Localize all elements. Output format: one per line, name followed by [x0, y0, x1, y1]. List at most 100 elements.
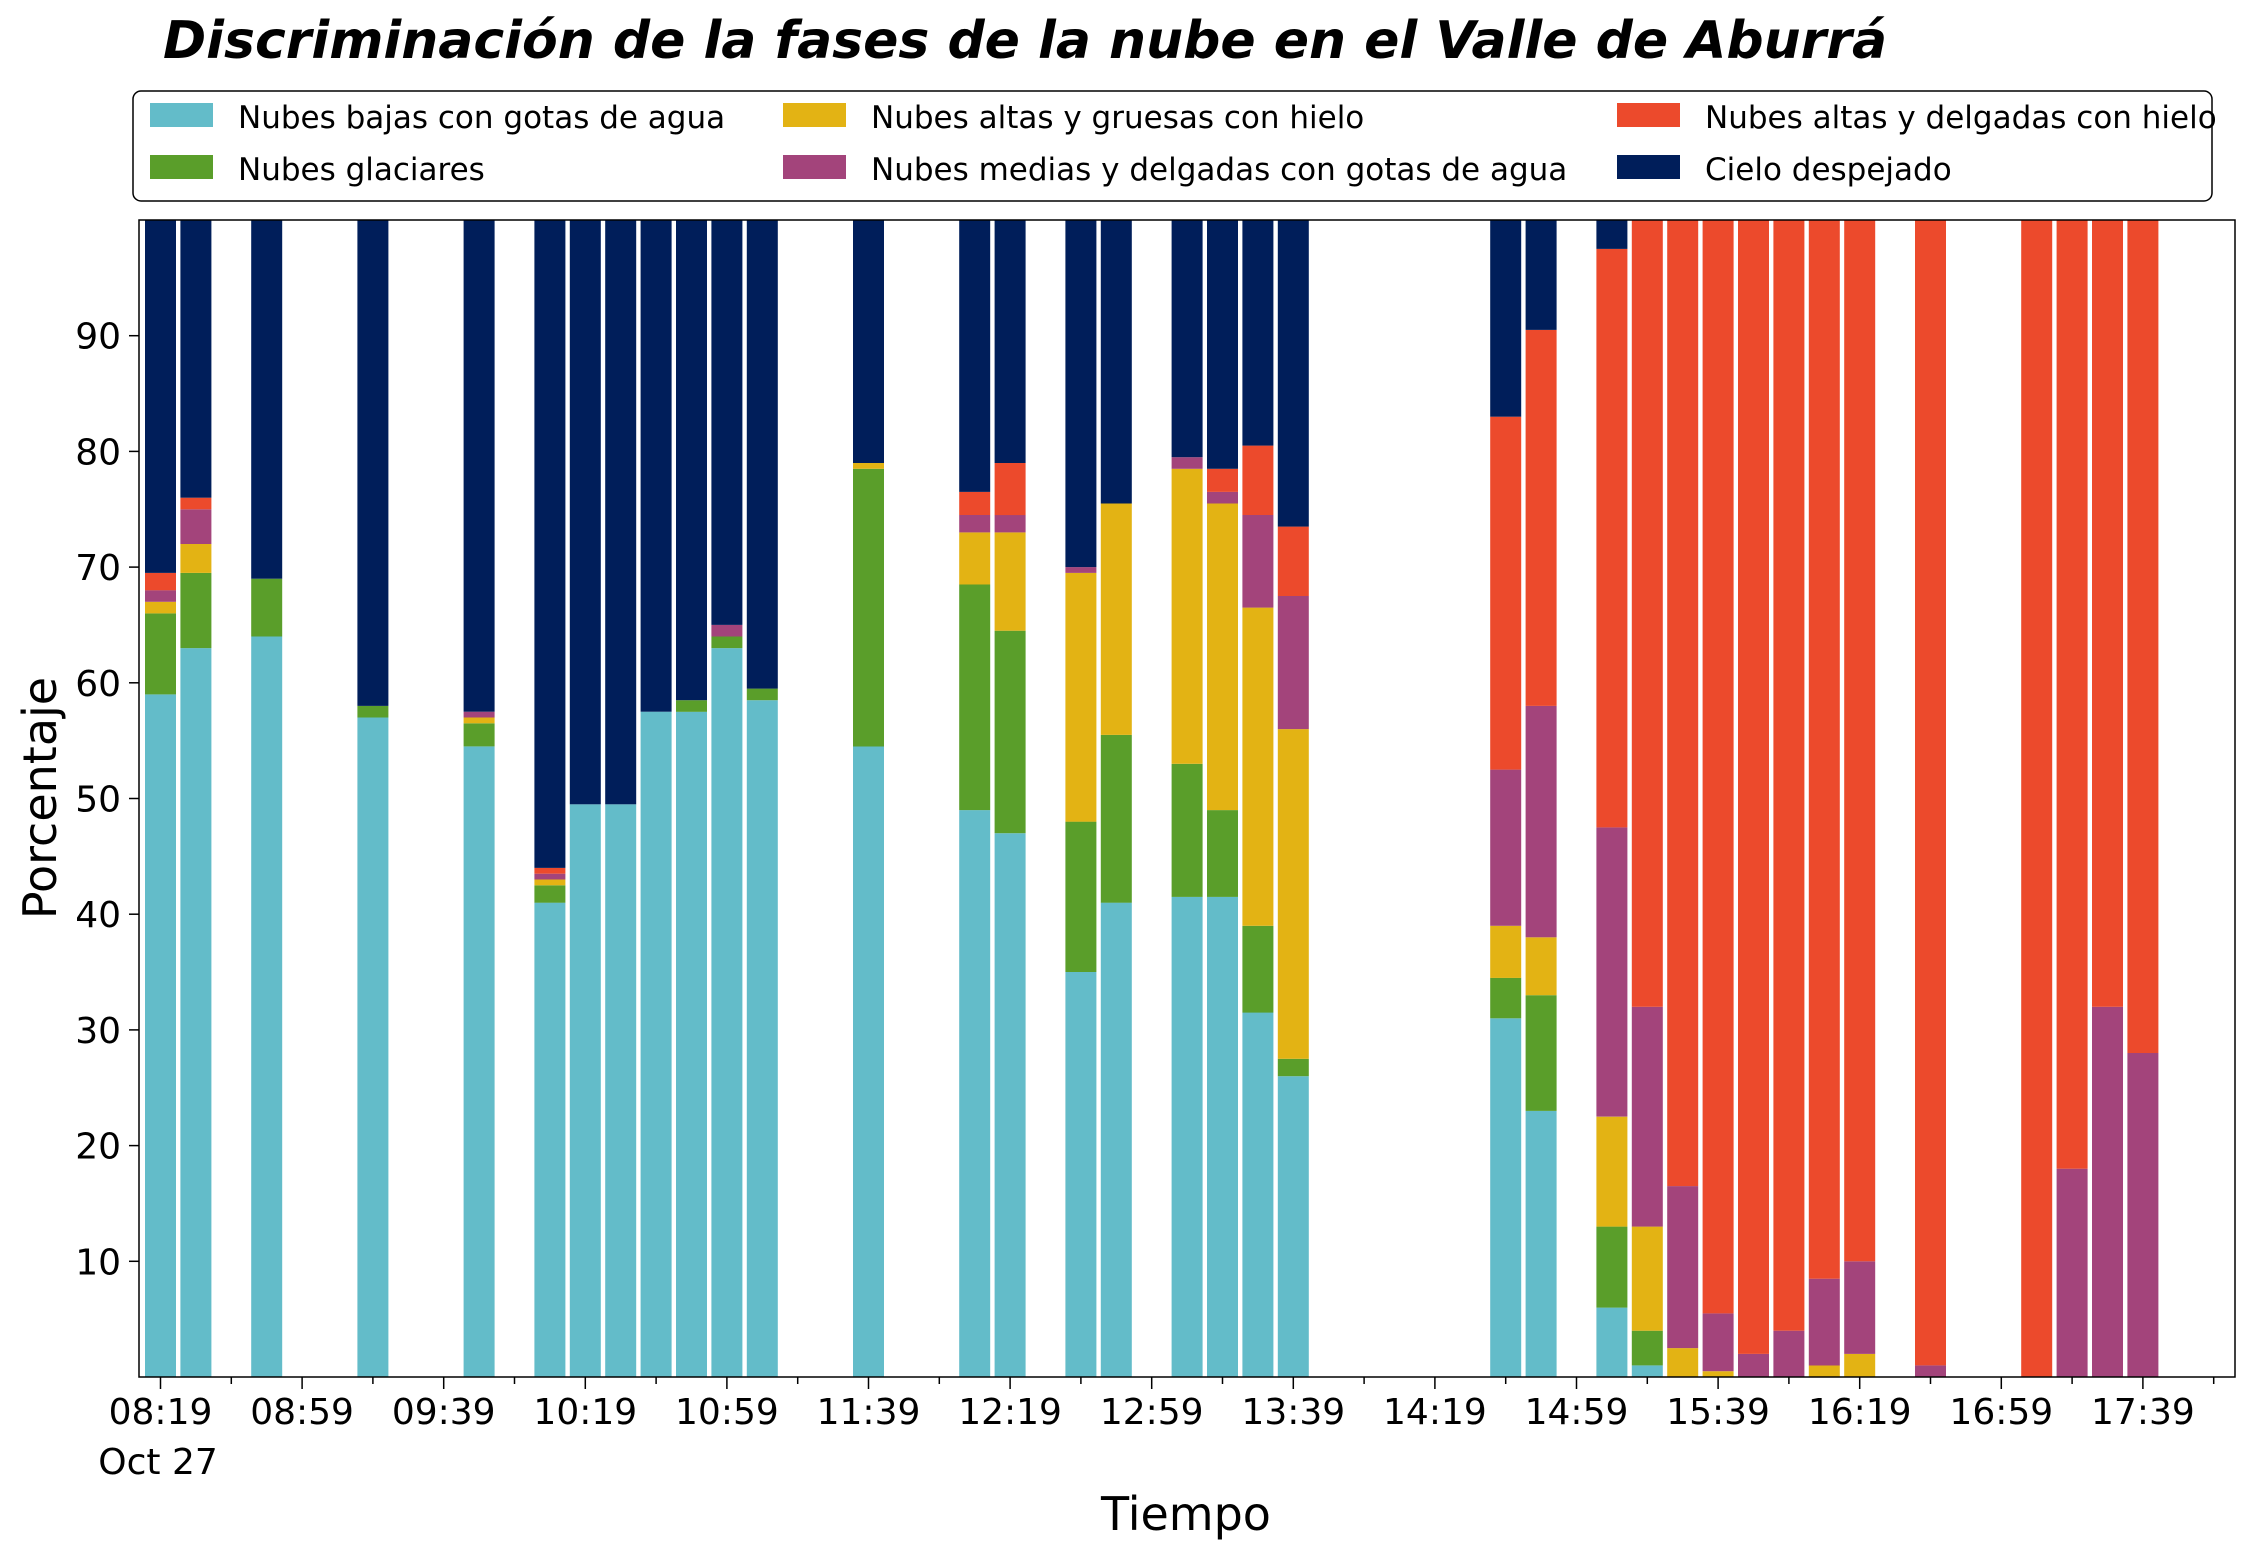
bar-segment-1539-series-3: [1702, 1313, 1734, 1372]
bar-segment-1439-series-4: [1490, 416, 1522, 770]
x-tick-label: 08:59: [250, 1392, 354, 1433]
bar-segment-1029-series-0: [605, 804, 637, 1377]
bar-segment-1619-series-3: [1844, 1261, 1876, 1354]
bar-segment-1109-series-1: [746, 688, 778, 701]
bar-segment-1059-series-1: [711, 636, 743, 649]
bar-segment-1539-series-4: [1702, 220, 1734, 1314]
bar-segment-0829-series-1: [180, 572, 212, 649]
bar-segment-0919-series-0: [357, 717, 389, 1377]
bar-segment-1519-series-0: [1631, 1365, 1663, 1377]
bar-segment-1539-series-2: [1702, 1371, 1734, 1377]
bar-segment-1049-series-0: [676, 711, 707, 1377]
bar-segment-0819-series-1: [145, 613, 176, 695]
bar-segment-1329-series-5: [1242, 220, 1274, 446]
bar-segment-0919-series-1: [357, 705, 389, 718]
legend-box: [132, 90, 2213, 202]
y-axis: 10 20 30 40 50 60 70 80 90: [75, 317, 139, 1283]
x-tick-label: 13:39: [1241, 1392, 1345, 1433]
bar-segment-1729-series-4: [2092, 220, 2123, 1007]
bar-segment-1319-series-4: [1207, 468, 1238, 492]
bar-segment-1009-series-5: [534, 220, 566, 868]
bar-segment-1719-series-4: [2056, 220, 2088, 1169]
legend-swatch: [1617, 155, 1680, 179]
legend-label: Nubes glaciares: [238, 152, 485, 188]
x-tick-label: 09:39: [392, 1392, 496, 1433]
bar-segment-1329-series-2: [1242, 607, 1274, 926]
bar-segment-1339-series-2: [1277, 729, 1309, 1059]
bar-segment-0819-series-3: [145, 590, 176, 602]
bar-segment-1509-series-5: [1596, 220, 1628, 249]
bar-segment-0949-series-0: [463, 746, 495, 1377]
bar-segment-1559-series-4: [1773, 220, 1805, 1331]
x-tick-label: 16:59: [1949, 1392, 2053, 1433]
bar-segment-0919-series-5: [357, 220, 389, 706]
bar-segment-1019-series-5: [569, 220, 601, 805]
bar-segment-1309-series-5: [1171, 220, 1203, 458]
bar-segment-1639-series-4: [1915, 220, 1946, 1366]
bar-segment-1519-series-2: [1631, 1226, 1663, 1331]
bar-segment-1709-series-4: [2021, 220, 2053, 1377]
bar-segment-1249-series-1: [1100, 734, 1132, 903]
legend-swatch: [1617, 103, 1680, 127]
bar-segment-1609-series-3: [1808, 1278, 1840, 1366]
bar-segment-1319-series-2: [1207, 503, 1238, 811]
bar-segment-1509-series-2: [1596, 1116, 1628, 1227]
bar-segment-1209-series-0: [959, 810, 991, 1377]
bar-segment-1339-series-1: [1277, 1058, 1309, 1077]
x-axis: 08:19 08:59 09:39 10:19 10:59 11:39 12:19 12:59…: [109, 1377, 2215, 1433]
y-tick-label: 80: [75, 432, 121, 473]
bar-segment-1009-series-0: [534, 902, 566, 1377]
bar-segment-1519-series-4: [1631, 220, 1663, 1007]
x-tick-sublabel: Oct 27: [98, 1442, 218, 1483]
bar-segment-0819-series-5: [145, 220, 176, 573]
bar-segment-1109-series-5: [746, 220, 778, 689]
y-tick-label: 50: [75, 780, 121, 821]
bar-segment-1009-series-2: [534, 879, 566, 886]
bar-segment-1309-series-3: [1171, 457, 1203, 469]
bar-segment-1529-series-2: [1667, 1348, 1699, 1377]
bar-segment-1019-series-0: [569, 804, 601, 1377]
bar-segment-1529-series-4: [1667, 220, 1699, 1187]
bar-segment-1439-series-3: [1490, 769, 1522, 926]
x-tick-label: 15:39: [1666, 1392, 1770, 1433]
y-tick-label: 30: [75, 1011, 121, 1052]
bar-segment-0849-series-1: [251, 578, 283, 637]
bar-segment-0819-series-2: [145, 601, 176, 614]
bar-segment-1209-series-3: [959, 515, 991, 533]
bar-segment-1109-series-0: [746, 700, 778, 1377]
x-axis-label: Tiempo: [1100, 1487, 1271, 1541]
bar-segment-1239-series-2: [1065, 572, 1097, 822]
bar-segment-1739-series-4: [2127, 220, 2159, 1053]
bar-segment-1329-series-0: [1242, 1012, 1274, 1377]
legend-label: Nubes bajas con gotas de agua: [238, 100, 725, 136]
bar-segment-1319-series-1: [1207, 810, 1238, 897]
x-tick-label: 10:59: [675, 1392, 779, 1433]
bar-segment-0949-series-5: [463, 220, 495, 712]
bar-segment-1609-series-4: [1808, 220, 1840, 1279]
bar-segment-1219-series-5: [994, 220, 1026, 463]
bar-segment-1719-series-3: [2056, 1168, 2088, 1377]
bar-segment-1219-series-4: [994, 463, 1026, 516]
legend-label: Cielo despejado: [1705, 152, 1952, 188]
bar-segment-1509-series-0: [1596, 1307, 1628, 1377]
bar-segment-1339-series-0: [1277, 1076, 1309, 1377]
bar-segment-1219-series-1: [994, 630, 1026, 834]
bar-segment-0829-series-2: [180, 544, 212, 573]
bar-segment-1209-series-1: [959, 584, 991, 811]
bar-segment-0819-series-0: [145, 694, 176, 1377]
bar-segment-1619-series-2: [1844, 1353, 1876, 1377]
bar-segment-1329-series-1: [1242, 925, 1274, 1013]
legend-label: Nubes altas y delgadas con hielo: [1705, 100, 2217, 136]
bar-segment-1449-series-1: [1525, 995, 1557, 1111]
bar-segment-1639-series-3: [1915, 1365, 1946, 1377]
legend: Nubes bajas con gotas de agua Nubes glaci…: [150, 100, 2217, 188]
bar-segment-0849-series-0: [251, 636, 283, 1377]
bar-segment-1439-series-5: [1490, 220, 1522, 417]
bar-segment-0949-series-3: [463, 711, 495, 718]
bar-segment-1309-series-1: [1171, 763, 1203, 897]
legend-swatch: [783, 155, 846, 179]
bar-segment-1059-series-5: [711, 220, 743, 625]
bar-segment-1339-series-3: [1277, 596, 1309, 730]
bar-segment-1519-series-1: [1631, 1330, 1663, 1366]
